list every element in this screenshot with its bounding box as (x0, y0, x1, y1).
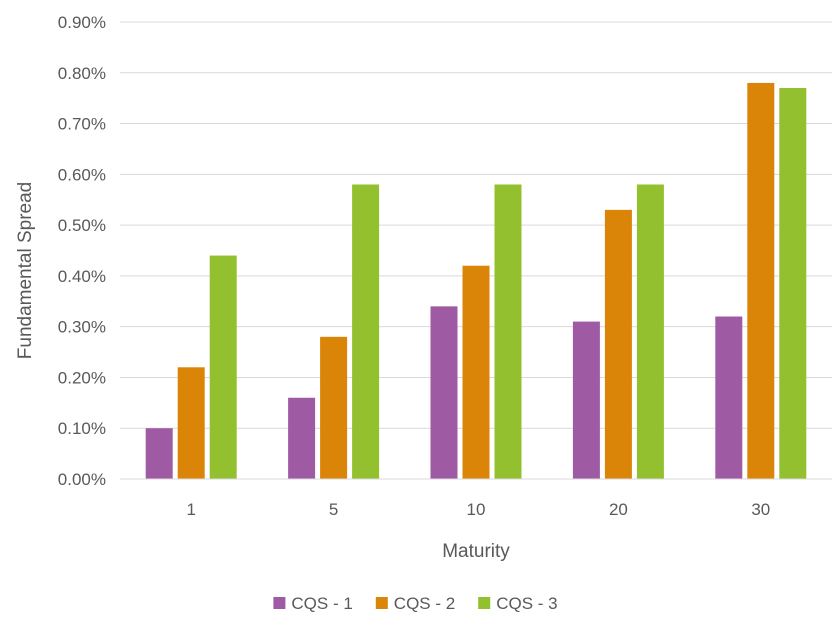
bar-cqs-3-10 (494, 184, 522, 479)
bar-cqs-1-5 (288, 397, 316, 479)
x-tick-label: 30 (751, 500, 770, 519)
bars (145, 82, 807, 479)
y-tick-label: 0.90% (58, 13, 106, 32)
bar-cqs-3-30 (779, 88, 807, 479)
y-tick-label: 0.30% (58, 318, 106, 337)
x-tick-label: 5 (329, 500, 338, 519)
y-tick-label: 0.80% (58, 64, 106, 83)
bar-cqs-2-5 (320, 336, 348, 479)
bar-cqs-2-30 (747, 82, 775, 479)
bar-cqs-1-30 (715, 316, 743, 479)
legend-label: CQS - 2 (394, 594, 455, 613)
gridlines (120, 21, 832, 429)
y-axis-ticks: 0.00% 0.10% 0.20% 0.30% 0.40% 0.50% 0.60% 0.70%… (58, 13, 106, 489)
y-tick-label: 0.70% (58, 115, 106, 134)
legend-label: CQS - 1 (291, 594, 352, 613)
legend-swatch (273, 597, 286, 609)
bar-cqs-1-10 (430, 306, 458, 479)
bar-cqs-3-20 (636, 184, 664, 479)
y-axis-title: Fundamental Spread (15, 182, 36, 359)
y-tick-label: 0.00% (58, 470, 106, 489)
bar-cqs-3-1 (209, 255, 237, 479)
x-axis-title: Maturity (442, 541, 510, 562)
y-tick-label: 0.60% (58, 165, 106, 184)
y-tick-label: 0.10% (58, 419, 106, 438)
x-tick-label: 1 (186, 500, 195, 519)
x-tick-label: 10 (467, 500, 486, 519)
x-axis-ticks: 1 5 10 20 30 (186, 500, 770, 519)
y-tick-label: 0.40% (58, 267, 106, 286)
legend-swatch (375, 597, 388, 609)
y-tick-label: 0.20% (58, 368, 106, 387)
x-tick-label: 20 (609, 500, 628, 519)
bar-cqs-2-20 (604, 209, 632, 479)
legend: CQS - 1 CQS - 2 CQS - 3 (273, 594, 558, 613)
legend-label: CQS - 3 (496, 594, 557, 613)
bar-cqs-2-10 (462, 265, 490, 479)
bar-cqs-1-1 (145, 428, 173, 479)
y-tick-label: 0.50% (58, 216, 106, 235)
bar-cqs-1-20 (572, 321, 600, 479)
legend-swatch (478, 597, 491, 609)
bar-cqs-3-5 (352, 184, 380, 479)
bar-cqs-2-1 (177, 367, 205, 479)
